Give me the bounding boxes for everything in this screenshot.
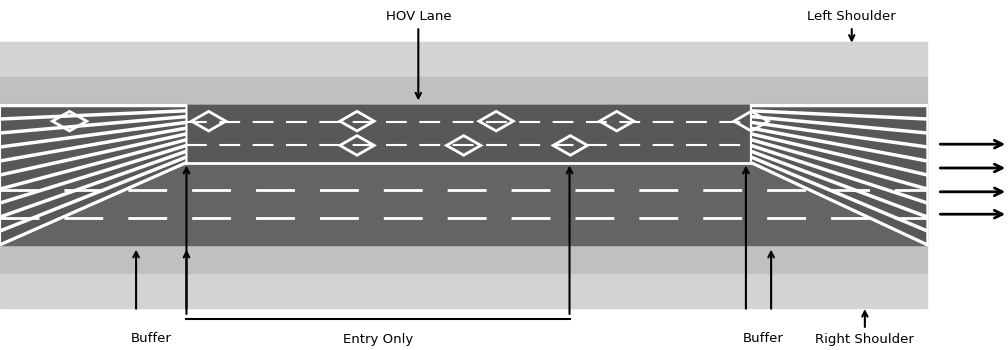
Bar — [0, 105, 927, 245]
Polygon shape — [751, 105, 927, 245]
Bar — [0, 245, 927, 273]
Bar — [0, 273, 927, 308]
Bar — [0, 42, 927, 77]
Text: Entry Only: Entry Only — [343, 332, 413, 345]
Bar — [0, 77, 927, 105]
Text: HOV Lane: HOV Lane — [385, 10, 452, 98]
Bar — [186, 105, 751, 163]
Polygon shape — [0, 105, 186, 245]
Text: Buffer: Buffer — [743, 332, 784, 345]
Text: Right Shoulder: Right Shoulder — [815, 312, 914, 345]
Text: Buffer: Buffer — [131, 332, 171, 345]
Text: Left Shoulder: Left Shoulder — [807, 10, 896, 40]
